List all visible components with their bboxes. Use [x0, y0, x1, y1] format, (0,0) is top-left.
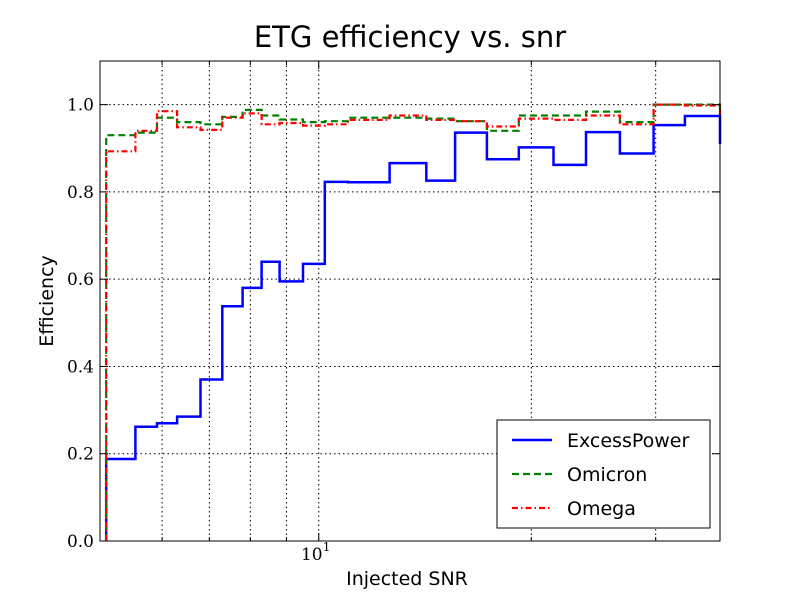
y-tick-label: 0.4: [67, 357, 94, 377]
plot-frame: [99, 60, 721, 542]
x-tick-exponent: 1: [323, 540, 331, 554]
series-lines: [104, 103, 722, 541]
y-tick-label: 0.8: [67, 183, 94, 203]
y-axis-label: Efficiency: [36, 255, 58, 347]
chart-title: ETG efficiency vs. snr: [254, 20, 566, 54]
x-axis-label: Injected SNR: [346, 568, 468, 590]
y-tick-label: 0.6: [67, 270, 94, 290]
y-tick-labels: 0.0 0.2 0.4 0.6 0.8 1.0: [67, 96, 94, 552]
legend-label-omicron: Omicron: [567, 464, 647, 486]
legend: ExcessPower Omicron Omega: [496, 419, 711, 529]
y-tick-label: 1.0: [67, 96, 94, 116]
legend-box: [496, 419, 711, 529]
series-line-omicron: [105, 103, 722, 541]
x-tick-label-major: 10 1: [301, 540, 330, 565]
series-line-excesspower: [104, 114, 722, 541]
y-tick-label: 0.0: [67, 532, 94, 552]
axis-ticks: [100, 61, 720, 542]
y-tick-label: 0.2: [67, 445, 94, 465]
legend-items: ExcessPower Omicron Omega: [512, 430, 689, 520]
legend-label-excesspower: ExcessPower: [567, 430, 689, 452]
series-line-omega: [105, 103, 722, 541]
x-tick-base: 10: [301, 545, 323, 565]
grid-lines: [100, 61, 720, 542]
legend-label-omega: Omega: [567, 498, 636, 520]
